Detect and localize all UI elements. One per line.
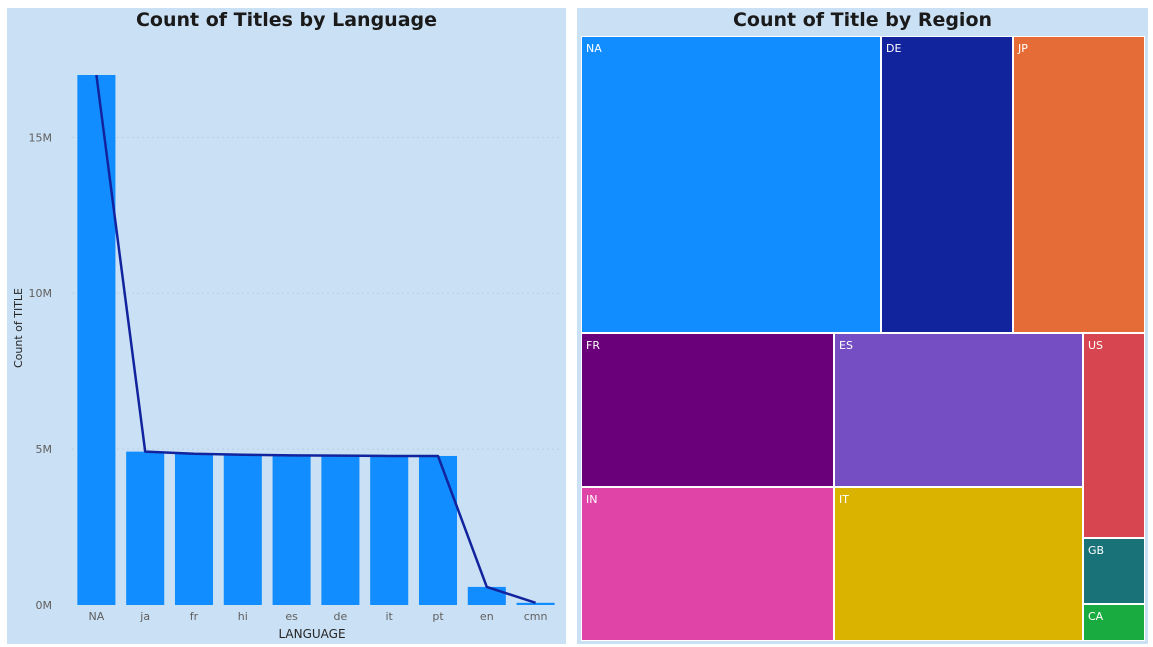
- bar-es[interactable]: [272, 455, 311, 605]
- treemap-cell-CA[interactable]: CA: [1083, 604, 1145, 641]
- bar-pt[interactable]: [418, 455, 458, 605]
- treemap-cell-GB[interactable]: GB: [1083, 538, 1145, 604]
- bar-cmn[interactable]: [516, 602, 555, 605]
- language-bar-chart: 0M 5M 10M 15M NA ja fr hi es de it pt en cmn LANGUAG…: [12, 74, 560, 641]
- x-tick-label: en: [480, 610, 494, 623]
- trend-line: [95, 74, 536, 605]
- x-tick-labels: NA ja fr hi es de it pt en cmn: [89, 610, 548, 623]
- treemap-cell-IT[interactable]: IT: [834, 487, 1083, 641]
- y-tick-label: 10M: [29, 287, 53, 300]
- bar-NA[interactable]: [77, 75, 116, 605]
- treemap-cell-NA[interactable]: NA: [581, 36, 881, 333]
- language-chart-title: Count of Titles by Language: [135, 9, 438, 31]
- treemap-label: IN: [586, 493, 598, 506]
- region-treemap: NA DE JP FR ES US IN IT GB CA: [577, 8, 1148, 644]
- treemap-label: GB: [1088, 544, 1105, 557]
- treemap-label: FR: [586, 339, 600, 352]
- x-tick-label: de: [334, 610, 348, 623]
- bar-ja[interactable]: [126, 451, 165, 605]
- y-tick-labels: 0M 5M 10M 15M: [29, 131, 53, 612]
- treemap-label: ES: [839, 339, 853, 352]
- treemap-label: IT: [839, 493, 849, 506]
- bar-en[interactable]: [467, 586, 506, 605]
- treemap-cell-JP[interactable]: JP: [1013, 36, 1145, 333]
- bar-series: [77, 75, 555, 605]
- line-series: [95, 74, 536, 605]
- treemap-label: JP: [1018, 42, 1028, 55]
- treemap-cell-US[interactable]: US: [1083, 333, 1145, 538]
- y-gridlines: [72, 136, 560, 450]
- x-tick-label: hi: [238, 610, 248, 623]
- treemap-cell-DE[interactable]: DE: [881, 36, 1013, 333]
- bar-it[interactable]: [370, 455, 409, 605]
- y-tick-label: 0M: [36, 599, 53, 612]
- treemap-label: NA: [586, 42, 602, 55]
- region-chart-title: Count of Title by Region: [732, 9, 993, 31]
- x-tick-label: cmn: [524, 610, 548, 623]
- x-tick-label: it: [386, 610, 394, 623]
- bar-de[interactable]: [321, 455, 360, 605]
- x-tick-label: NA: [89, 610, 105, 623]
- x-axis-label: LANGUAGE: [278, 627, 345, 641]
- x-tick-label: fr: [190, 610, 199, 623]
- treemap-cell-IN[interactable]: IN: [581, 487, 834, 641]
- treemap-label: CA: [1088, 610, 1104, 623]
- treemap-cell-FR[interactable]: FR: [581, 333, 834, 487]
- x-tick-label: es: [285, 610, 298, 623]
- region-chart-panel: Count of Title by Region NA DE JP FR ES US IN I…: [577, 8, 1148, 644]
- x-tick-label: pt: [432, 610, 444, 623]
- bar-fr[interactable]: [174, 453, 214, 605]
- treemap-label: DE: [886, 42, 902, 55]
- treemap-cell-ES[interactable]: ES: [834, 333, 1083, 487]
- y-axis-label: Count of TITLE: [12, 288, 25, 368]
- bar-hi[interactable]: [223, 454, 262, 605]
- y-tick-label: 15M: [29, 131, 53, 144]
- x-tick-label: ja: [139, 610, 150, 623]
- y-tick-label: 5M: [36, 443, 53, 456]
- treemap-label: US: [1088, 339, 1104, 352]
- language-chart-panel: Count of Titles by Language 0M 5M 10M 15M N…: [7, 8, 566, 644]
